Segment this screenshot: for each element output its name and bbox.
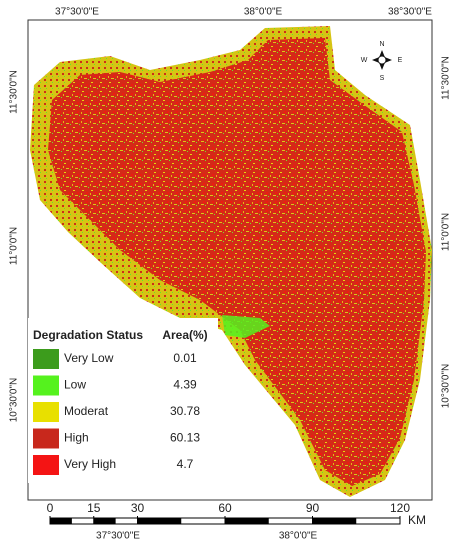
scale-segment bbox=[50, 518, 72, 524]
legend-label: Low bbox=[64, 378, 86, 392]
legend-swatch bbox=[33, 349, 59, 369]
scale-label: 0 bbox=[47, 501, 54, 515]
legend-swatch bbox=[33, 402, 59, 422]
compass bbox=[372, 50, 392, 70]
scale-label: 30 bbox=[131, 501, 145, 515]
legend-area: 4.7 bbox=[177, 457, 194, 471]
scale-label: 60 bbox=[218, 501, 232, 515]
left-coord-label: 10°30'0"N bbox=[9, 378, 20, 423]
scale-label: 120 bbox=[390, 501, 410, 515]
legend-area: 30.78 bbox=[170, 404, 200, 418]
top-coord-label: 37°30'0"E bbox=[55, 7, 99, 18]
left-coord-label: 11°30'0"N bbox=[9, 70, 20, 114]
low-patch bbox=[222, 315, 270, 338]
scale-segment bbox=[93, 518, 116, 524]
top-coord-label: 38°30'0"E bbox=[388, 7, 432, 18]
legend-header: Degradation Status bbox=[33, 328, 143, 342]
legend-box bbox=[28, 318, 218, 483]
legend-area: 0.01 bbox=[173, 351, 197, 365]
scale-label: 15 bbox=[87, 501, 101, 515]
scale-segment bbox=[137, 518, 182, 524]
right-coord-label: 11°30'0"N bbox=[441, 56, 452, 100]
legend-label: Very Low bbox=[64, 351, 114, 365]
scale-segment bbox=[312, 518, 357, 524]
legend-label: Moderat bbox=[64, 404, 109, 418]
legend-label: Very High bbox=[64, 457, 116, 471]
bottom-coord-label: 37°30'0"E bbox=[96, 531, 140, 542]
compass-letter: W bbox=[361, 57, 368, 64]
legend-label: High bbox=[64, 431, 89, 445]
compass-letter: E bbox=[398, 57, 403, 64]
top-coord-label: 38°0'0"E bbox=[244, 7, 283, 18]
legend-swatch bbox=[33, 375, 59, 396]
scale-segment bbox=[225, 518, 269, 524]
scale-label: 90 bbox=[306, 501, 320, 515]
right-coord-label: 11°0'0"N bbox=[441, 213, 452, 251]
legend-swatch bbox=[33, 455, 59, 475]
right-coord-label: 10°30'0"N bbox=[441, 364, 452, 409]
region-inner bbox=[48, 38, 426, 486]
legend-area: 60.13 bbox=[170, 431, 200, 445]
legend-swatch bbox=[33, 428, 59, 449]
compass-letter: N bbox=[379, 41, 384, 48]
left-coord-label: 11°0'0"N bbox=[9, 227, 20, 265]
legend-header: Area(%) bbox=[162, 328, 207, 342]
scale-unit: KM bbox=[408, 513, 426, 527]
bottom-coord-label: 38°0'0"E bbox=[279, 531, 318, 542]
compass-letter: S bbox=[380, 75, 385, 82]
legend-area: 4.39 bbox=[173, 378, 197, 392]
